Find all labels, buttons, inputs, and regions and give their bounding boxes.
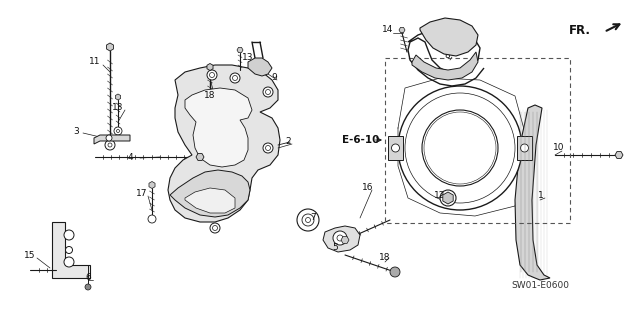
Polygon shape	[515, 105, 550, 280]
Polygon shape	[248, 58, 272, 76]
Circle shape	[65, 247, 72, 254]
Circle shape	[405, 93, 515, 203]
Polygon shape	[323, 226, 360, 252]
Text: 15: 15	[24, 250, 36, 259]
Text: 2: 2	[285, 137, 291, 146]
Circle shape	[108, 143, 112, 147]
Polygon shape	[149, 182, 155, 189]
Bar	[385, 58, 570, 223]
Text: 18: 18	[380, 253, 391, 262]
Circle shape	[263, 143, 273, 153]
Circle shape	[230, 73, 240, 83]
Polygon shape	[185, 88, 252, 167]
Text: 16: 16	[362, 183, 374, 192]
Circle shape	[207, 70, 217, 80]
Polygon shape	[115, 94, 120, 100]
Circle shape	[432, 120, 488, 176]
Text: 4: 4	[127, 152, 133, 161]
Circle shape	[422, 110, 498, 186]
Circle shape	[263, 87, 273, 97]
Circle shape	[444, 194, 452, 203]
Circle shape	[232, 76, 237, 80]
Circle shape	[106, 135, 112, 141]
Circle shape	[520, 144, 529, 152]
Circle shape	[212, 226, 218, 231]
Text: 8: 8	[444, 50, 450, 60]
Bar	[517, 136, 532, 160]
Text: 1: 1	[538, 190, 544, 199]
Circle shape	[398, 86, 522, 210]
Polygon shape	[615, 152, 623, 159]
Circle shape	[440, 190, 456, 206]
Polygon shape	[399, 27, 405, 33]
Circle shape	[297, 209, 319, 231]
Circle shape	[64, 230, 74, 240]
Circle shape	[446, 134, 474, 162]
Text: SW01-E0600: SW01-E0600	[511, 280, 569, 290]
Circle shape	[266, 145, 271, 151]
Bar	[388, 136, 403, 160]
Circle shape	[333, 231, 347, 245]
Polygon shape	[341, 236, 349, 243]
Circle shape	[435, 123, 485, 173]
Circle shape	[390, 267, 400, 277]
Circle shape	[266, 90, 271, 94]
Circle shape	[305, 218, 310, 222]
Circle shape	[210, 223, 220, 233]
Text: 18: 18	[204, 92, 216, 100]
Text: 5: 5	[332, 243, 338, 253]
Text: 13: 13	[243, 53, 253, 62]
Text: 3: 3	[73, 127, 79, 136]
Circle shape	[148, 215, 156, 223]
Text: E-6-10: E-6-10	[342, 135, 380, 145]
Circle shape	[453, 141, 467, 155]
Text: FR.: FR.	[569, 24, 591, 36]
Circle shape	[424, 112, 496, 184]
Text: 7: 7	[310, 213, 316, 222]
Polygon shape	[170, 170, 250, 217]
Polygon shape	[196, 153, 204, 160]
Polygon shape	[412, 52, 478, 80]
Text: 9: 9	[271, 73, 277, 83]
Circle shape	[428, 116, 492, 180]
Polygon shape	[443, 192, 453, 204]
Text: 6: 6	[85, 273, 91, 283]
Polygon shape	[94, 135, 130, 144]
Polygon shape	[237, 48, 243, 53]
Circle shape	[302, 214, 314, 226]
Circle shape	[105, 140, 115, 150]
Text: 11: 11	[89, 57, 100, 66]
Text: 14: 14	[382, 26, 394, 34]
Text: 17: 17	[136, 189, 148, 197]
Text: 10: 10	[553, 144, 564, 152]
Circle shape	[114, 127, 122, 135]
Circle shape	[85, 284, 91, 290]
Circle shape	[392, 144, 399, 152]
Circle shape	[209, 72, 214, 78]
Polygon shape	[106, 43, 113, 51]
Circle shape	[64, 257, 74, 267]
Circle shape	[337, 235, 343, 241]
Polygon shape	[185, 188, 235, 213]
Circle shape	[116, 130, 120, 132]
Polygon shape	[168, 65, 280, 222]
Text: 13: 13	[112, 102, 124, 112]
Polygon shape	[420, 18, 478, 56]
Polygon shape	[207, 63, 213, 70]
Polygon shape	[52, 222, 90, 278]
Text: 12: 12	[435, 190, 445, 199]
